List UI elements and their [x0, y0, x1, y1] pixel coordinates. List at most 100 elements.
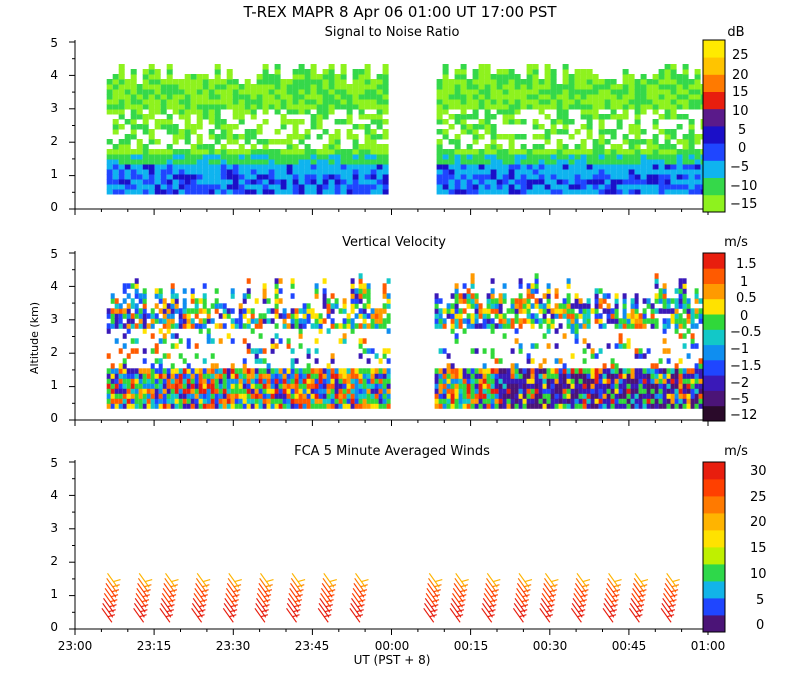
heatmap-cell — [118, 149, 125, 155]
heatmap-cell — [238, 184, 245, 190]
wind-barb — [428, 572, 440, 588]
heatmap-cell — [478, 134, 485, 140]
heatmap-cell — [232, 164, 239, 170]
heatmap-cell — [122, 378, 127, 384]
heatmap-cell — [622, 373, 627, 379]
heatmap-cell — [134, 388, 139, 394]
heatmap-cell — [346, 169, 353, 175]
heatmap-cell — [618, 373, 623, 379]
heatmap-cell — [592, 164, 599, 170]
heatmap-cell — [170, 383, 175, 389]
heatmap-cell — [166, 353, 171, 359]
heatmap-cell — [474, 383, 479, 389]
heatmap-cell — [310, 69, 317, 75]
heatmap-cell — [446, 363, 451, 369]
heatmap-cell — [686, 373, 691, 379]
x-tick-label: 23:30 — [216, 639, 251, 653]
heatmap-cell — [364, 89, 371, 95]
heatmap-cell — [304, 159, 311, 165]
heatmap-cell — [580, 169, 587, 175]
heatmap-cell — [154, 313, 159, 319]
heatmap-cell — [646, 318, 651, 324]
heatmap-cell — [352, 184, 359, 190]
heatmap-cell — [688, 149, 695, 155]
heatmap-cell — [238, 393, 243, 399]
heatmap-cell — [466, 94, 473, 100]
heatmap-cell — [598, 89, 605, 95]
heatmap-cell — [146, 398, 151, 404]
heatmap-cell — [298, 119, 305, 125]
heatmap-cell — [280, 184, 287, 190]
heatmap-cell — [182, 303, 187, 309]
heatmap-cell — [370, 189, 377, 195]
heatmap-cell — [112, 74, 119, 80]
heatmap-cell — [280, 104, 287, 110]
heatmap-cell — [622, 368, 627, 374]
heatmap-cell — [142, 189, 149, 195]
heatmap-cell — [586, 69, 593, 75]
wind-barb — [485, 582, 497, 598]
heatmap-cell — [666, 368, 671, 374]
heatmap-cell — [274, 109, 281, 115]
heatmap-cell — [142, 184, 149, 190]
heatmap-cell — [618, 338, 623, 344]
heatmap-cell — [556, 94, 563, 100]
heatmap-cell — [210, 363, 215, 369]
wind-barb-flag — [614, 579, 622, 583]
heatmap-cell — [688, 104, 695, 110]
heatmap-cell — [244, 179, 251, 185]
heatmap-cell — [466, 313, 471, 319]
heatmap-cell — [238, 114, 245, 120]
heatmap-cell — [254, 348, 259, 354]
heatmap-cell — [562, 129, 569, 135]
heatmap-cell — [286, 393, 291, 399]
heatmap-cell — [134, 378, 139, 384]
heatmap-cell — [554, 303, 559, 309]
heatmap-cell — [232, 154, 239, 160]
heatmap-cell — [282, 398, 287, 404]
heatmap-cell — [446, 378, 451, 384]
heatmap-cell — [136, 174, 143, 180]
heatmap-cell — [616, 99, 623, 105]
heatmap-cell — [226, 139, 233, 145]
heatmap-cell — [658, 293, 663, 299]
heatmap-cell — [354, 398, 359, 404]
heatmap-cell — [526, 159, 533, 165]
heatmap-cell — [640, 84, 647, 90]
heatmap-cell — [142, 328, 147, 334]
heatmap-cell — [160, 124, 167, 130]
wind-barb — [425, 592, 437, 608]
heatmap-cell — [214, 403, 219, 409]
heatmap-cell — [130, 74, 137, 80]
heatmap-cell — [688, 99, 695, 105]
heatmap-cell — [202, 84, 209, 90]
heatmap-cell — [118, 169, 125, 175]
wind-barb — [162, 587, 174, 603]
heatmap-cell — [172, 154, 179, 160]
heatmap-cell — [574, 318, 579, 324]
heatmap-cell — [322, 99, 329, 105]
heatmap-cell — [382, 303, 387, 309]
heatmap-cell — [638, 378, 643, 384]
heatmap-cell — [502, 378, 507, 384]
heatmap-cell — [172, 179, 179, 185]
heatmap-cell — [478, 149, 485, 155]
heatmap-cell — [562, 388, 567, 394]
heatmap-cell — [346, 313, 351, 319]
heatmap-cell — [352, 154, 359, 160]
heatmap-cell — [610, 184, 617, 190]
heatmap-cell — [322, 303, 327, 309]
heatmap-cell — [458, 308, 463, 314]
heatmap-cell — [258, 318, 263, 324]
heatmap-cell — [262, 398, 267, 404]
heatmap-cell — [602, 383, 607, 389]
heatmap-cell — [142, 164, 149, 170]
wind-barb-stack — [628, 572, 649, 623]
heatmap-cell — [694, 134, 701, 140]
heatmap-cell — [274, 169, 281, 175]
heatmap-cell — [484, 164, 491, 170]
heatmap-cell — [574, 328, 579, 334]
heatmap-cell — [374, 388, 379, 394]
heatmap-cell — [610, 114, 617, 120]
heatmap-cell — [110, 388, 115, 394]
